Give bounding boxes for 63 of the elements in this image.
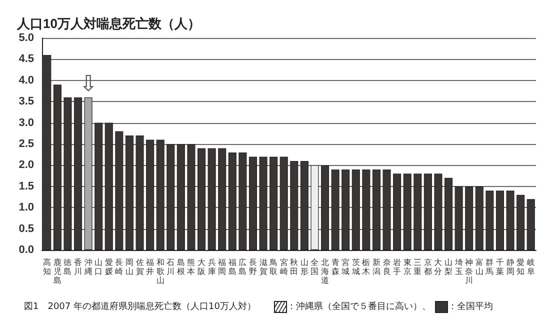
x-tick-label: 山口 [94,258,103,276]
caption: 図1 2007 年の都道府県別喘息死亡数（人口10万人対） [24,300,256,313]
x-tick-label: 栃木 [362,258,370,276]
x-tick-label: 奈良 [382,258,391,276]
x-tick-label: 広島 [238,258,247,276]
y-tick-label: 2.0 [18,159,34,172]
x-tick-label: 全国 [310,258,319,276]
x-tick-label: 青森 [331,258,340,276]
x-tick-label: 鹿児島 [53,258,62,285]
x-tick-label: 埼玉 [454,258,463,276]
x-tick-label: 東京 [403,258,412,276]
x-tick-label: 長崎 [115,258,124,276]
x-tick-label: 愛知 [516,258,525,276]
x-tick-label: 北海道 [321,258,330,285]
x-tick-label: 千葉 [496,258,504,276]
x-tick-label: 大分 [434,258,442,276]
x-tick-label: 秋田 [290,258,298,276]
x-tick-label: 宮崎 [280,258,288,276]
x-tick-label: 群馬 [484,258,494,276]
x-tick-label: 福井 [146,258,154,276]
text: ：全国平均 [448,300,493,313]
y-axis-title: 人口10万人対喘息死亡数（人） [16,16,200,31]
x-tick-label: 岡山 [125,258,134,276]
x-tick-label: 愛媛 [104,258,113,276]
y-tick-label: 1.0 [18,202,34,214]
x-tick-label: 鳥取 [268,258,278,276]
y-tick-label: 0.5 [18,222,34,235]
x-tick-label: 岩手 [393,258,402,276]
text: ：沖縄県（全国で５番目に高い）、 [286,300,431,313]
x-tick-label: 静岡 [506,258,514,276]
x-tick-label: 富山 [475,258,484,276]
x-tick-label: 沖縄 [83,258,92,276]
x-tick-label: 福岡 [218,258,226,276]
x-tick-label: 京都 [424,258,432,276]
x-tick-label: 滋賀 [259,258,268,276]
x-tick-label: 石川 [166,258,175,276]
x-tick-label: 山梨 [444,258,453,276]
x-tick-label: 山形 [300,258,308,276]
x-tick-label: 岐阜 [526,258,535,276]
x-tick-label: 兵庫 [208,258,216,276]
x-tick-label: 和歌山 [156,258,164,285]
y-tick-label: 2.5 [18,138,34,150]
x-tick-label: 徳島 [64,258,72,276]
x-tick-label: 佐賀 [136,258,144,276]
y-tick-label: 3.0 [18,116,34,129]
x-tick-label: 三重 [414,258,422,276]
x-tick-label: 香川 [74,258,82,276]
y-tick-label: 4.5 [18,53,34,66]
x-tick-label: 高知 [43,258,52,276]
x-tick-label: 島根 [176,258,185,276]
x-tick-label: 新潟 [372,258,380,276]
y-tick-label: 5.0 [18,32,34,44]
x-tick-label: 長野 [248,258,257,276]
x-tick-label: 宮城 [340,258,350,276]
x-tick-label: 熊本 [187,258,196,276]
x-tick-label: 神奈川 [465,258,474,285]
y-tick-label: 0.0 [18,244,34,256]
x-tick-label: 茨城 [350,258,360,276]
y-tick-label: 1.5 [18,180,34,192]
y-tick-label: 3.5 [18,96,34,108]
x-tick-label: 大阪 [198,258,206,276]
y-tick-label: 4.0 [18,74,34,86]
x-tick-label: 福島 [228,258,236,276]
